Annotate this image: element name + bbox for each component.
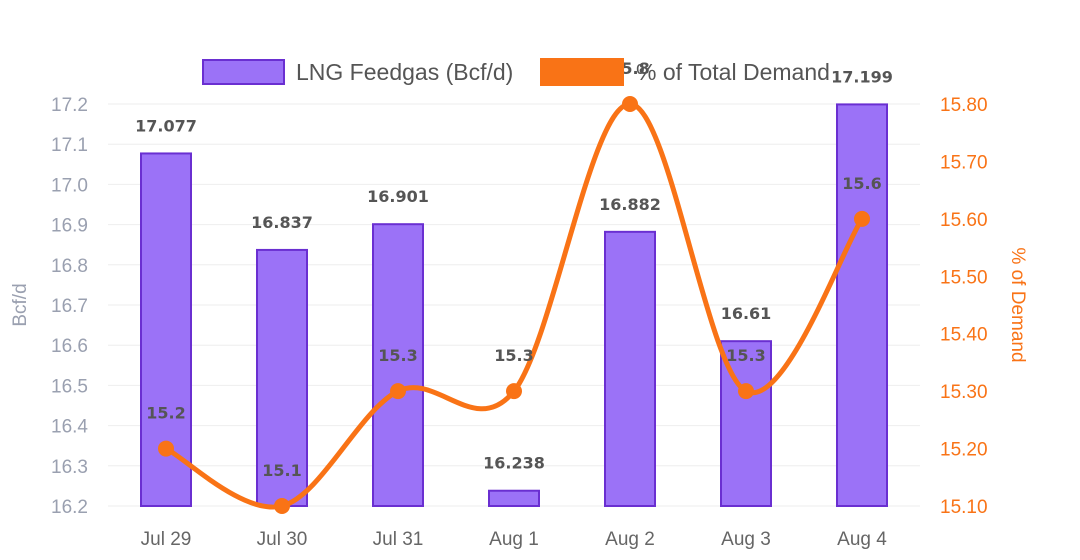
right-axis: 15.10 15.20 15.30 15.40 15.50 15.60 15.70 15.80 [940,95,988,518]
y2-tick-label: 15.80 [940,95,988,116]
line-value-label: 15.1 [262,461,301,480]
line-point[interactable] [738,383,754,400]
y2-tick-label: 15.40 [940,325,988,346]
line-value-label: 15.3 [494,346,533,365]
legend-label-line: % of Total Demand [636,59,830,85]
x-tick-label: Jul 29 [141,529,192,550]
y-tick-label: 16.7 [51,296,88,317]
y-tick-label: 16.3 [51,457,88,478]
y-tick-label: 16.6 [51,336,88,357]
gridlines [108,103,920,507]
line-point[interactable] [158,440,174,457]
x-tick-label: Aug 4 [837,529,887,550]
line-value-label: 15.6 [842,174,881,193]
bar[interactable] [488,489,540,507]
y2-tick-label: 15.20 [940,440,988,461]
left-axis: 16.2 16.3 16.4 16.5 16.6 16.7 16.8 16.9 17.0 17.1… [51,95,88,518]
line-point[interactable] [390,383,406,400]
bar-series [140,103,888,507]
y-tick-label: 16.4 [51,417,88,438]
y-tick-label: 17.2 [51,95,88,116]
line-value-label: 15.3 [378,346,417,365]
left-axis-title: Bcf/d [10,283,31,326]
x-tick-label: Aug 1 [489,529,539,550]
bar[interactable] [256,248,308,507]
y2-tick-label: 15.60 [940,210,988,231]
x-axis: Jul 29 Jul 30 Jul 31 Aug 1 Aug 2 Aug 3 Aug 4 [141,529,888,550]
x-tick-label: Aug 3 [721,529,771,550]
y2-tick-label: 15.50 [940,267,988,288]
legend-label-bars: LNG Feedgas (Bcf/d) [296,59,513,85]
legend-swatch-line [540,58,624,86]
bar-value-label: 16.61 [721,304,772,323]
y-tick-label: 16.8 [51,256,88,277]
x-tick-label: Jul 30 [257,529,308,550]
bar[interactable] [836,103,888,507]
data-labels: 17.077 16.837 16.901 16.238 16.882 16.61 17.19… [135,59,893,480]
y-tick-label: 16.5 [51,376,88,397]
bar[interactable] [604,230,656,507]
y-tick-label: 17.0 [51,175,88,196]
x-tick-label: Jul 31 [373,529,424,550]
right-axis-title: % of Demand [1007,247,1028,362]
line-point[interactable] [506,383,522,400]
legend-swatch-bars [202,59,285,85]
y2-tick-label: 15.10 [940,497,988,518]
bar-value-label: 16.238 [483,454,545,473]
bar-value-label: 16.837 [251,213,313,232]
y2-tick-label: 15.70 [940,152,988,173]
bar[interactable] [372,223,424,507]
bar-value-label: 17.077 [135,116,197,135]
y2-tick-label: 15.30 [940,382,988,403]
legend[interactable]: LNG Feedgas (Bcf/d) % of Total Demand [202,58,830,86]
bar-value-label: 16.901 [367,187,429,206]
bar-value-label: 16.882 [599,195,661,214]
y-tick-label: 16.9 [51,216,88,237]
line-point[interactable] [622,96,638,112]
line-point[interactable] [274,498,290,514]
line-value-label: 15.2 [146,404,185,423]
y-tick-label: 16.2 [51,497,88,518]
line-point[interactable] [854,210,870,227]
line-value-label: 15.3 [726,346,765,365]
line-series [158,96,870,514]
x-tick-label: Aug 2 [605,529,655,550]
y-tick-label: 17.1 [51,135,88,156]
bar-value-label: 17.199 [831,67,893,86]
